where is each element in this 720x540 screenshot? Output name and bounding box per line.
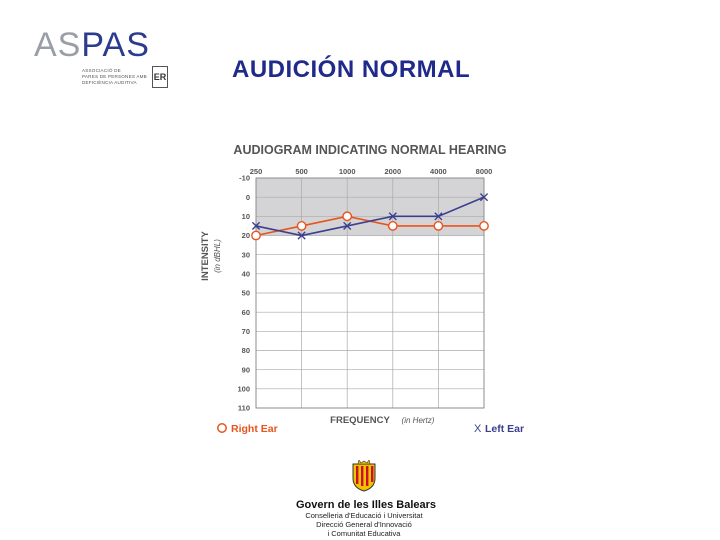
left-ear-point: [434, 212, 443, 221]
logo-text-line: PARES DE PERSONES AMB: [82, 74, 147, 79]
legend-right-ear-symbol: [217, 423, 227, 433]
y-tick-label: 60: [242, 308, 250, 317]
right-ear-point: [251, 230, 261, 241]
logo-text-line: ASSOCIACIÓ DE: [82, 68, 121, 73]
y-tick-label: 10: [242, 212, 250, 221]
logo-wordmark: ASPAS: [34, 28, 150, 62]
logo-prefix: AS: [34, 26, 82, 64]
left-ear-point: [251, 221, 261, 231]
right-ear-point: [479, 221, 489, 231]
right-ear-point: [433, 221, 444, 231]
x-axis-label: FREQUENCY: [330, 415, 390, 426]
left-ear-line: [255, 196, 485, 237]
y-tick-label: 90: [242, 365, 250, 374]
legend-left-ear-symbol: X: [474, 423, 482, 435]
plot-frame: [255, 177, 485, 409]
y-tick-label: 110: [238, 404, 250, 413]
y-tick-label: 70: [242, 327, 250, 336]
slide-title: AUDICIÓN NORMAL: [232, 56, 471, 83]
right-ear-point: [342, 211, 353, 222]
x-tick-label: 2000: [384, 167, 401, 176]
government-name: Govern de les Illes Balears: [296, 499, 437, 511]
x-axis-sublabel: (in Hertz): [402, 416, 435, 425]
y-tick-label: 100: [237, 384, 250, 393]
certification-seal: ER: [152, 66, 168, 88]
legend-left-ear-label: Left Ear: [485, 423, 524, 435]
y-tick-label: 20: [242, 231, 250, 240]
aspas-logo: ASPAS ASSOCIACIÓ DE PARES DE PERSONES AM…: [34, 28, 174, 92]
y-tick-label: 0: [246, 193, 250, 202]
department-line: Direcció General d'Innovació: [316, 520, 412, 529]
department-line: Conselleria d'Educació i Universitat: [305, 511, 423, 520]
left-ear-point: [297, 231, 306, 240]
logo-suffix: PAS: [81, 26, 150, 64]
left-ear-point: [479, 193, 489, 202]
y-tick-label: 50: [242, 289, 250, 298]
department-line: i Comunitat Educativa: [327, 529, 401, 538]
y-axis-sublabel: (in dBHL): [213, 239, 222, 273]
right-ear-point: [387, 221, 398, 231]
x-tick-label: 500: [295, 167, 308, 176]
y-tick-label: 80: [242, 346, 250, 355]
coat-of-arms-icon: [352, 459, 376, 492]
chart-title: AUDIOGRAM INDICATING NORMAL HEARING: [233, 143, 506, 157]
left-ear-point: [343, 221, 352, 231]
x-tick-label: 1000: [339, 167, 356, 176]
government-footer: Govern de les Illes Balears Conselleria …: [296, 459, 437, 538]
legend-right-ear-label: Right Ear: [231, 423, 278, 435]
logo-text-line: DEFICIÈNCIA AUDITIVA: [82, 80, 137, 85]
logo-subtitle: ASSOCIACIÓ DE PARES DE PERSONES AMB DEFI…: [82, 68, 178, 86]
left-ear-point: [388, 212, 397, 221]
audiogram-chart: AUDIOGRAM INDICATING NORMAL HEARING 250 50…: [200, 143, 524, 435]
right-ear-point: [296, 221, 307, 231]
x-tick-label: 250: [250, 167, 263, 176]
x-tick-label: 8000: [476, 167, 493, 176]
y-tick-label: -10: [239, 174, 250, 183]
x-tick-label: 4000: [430, 167, 447, 176]
normal-hearing-band: [256, 178, 484, 236]
y-axis-label: INTENSITY: [200, 231, 211, 281]
y-tick-label: 40: [242, 269, 250, 278]
y-tick-label: 30: [242, 250, 250, 259]
